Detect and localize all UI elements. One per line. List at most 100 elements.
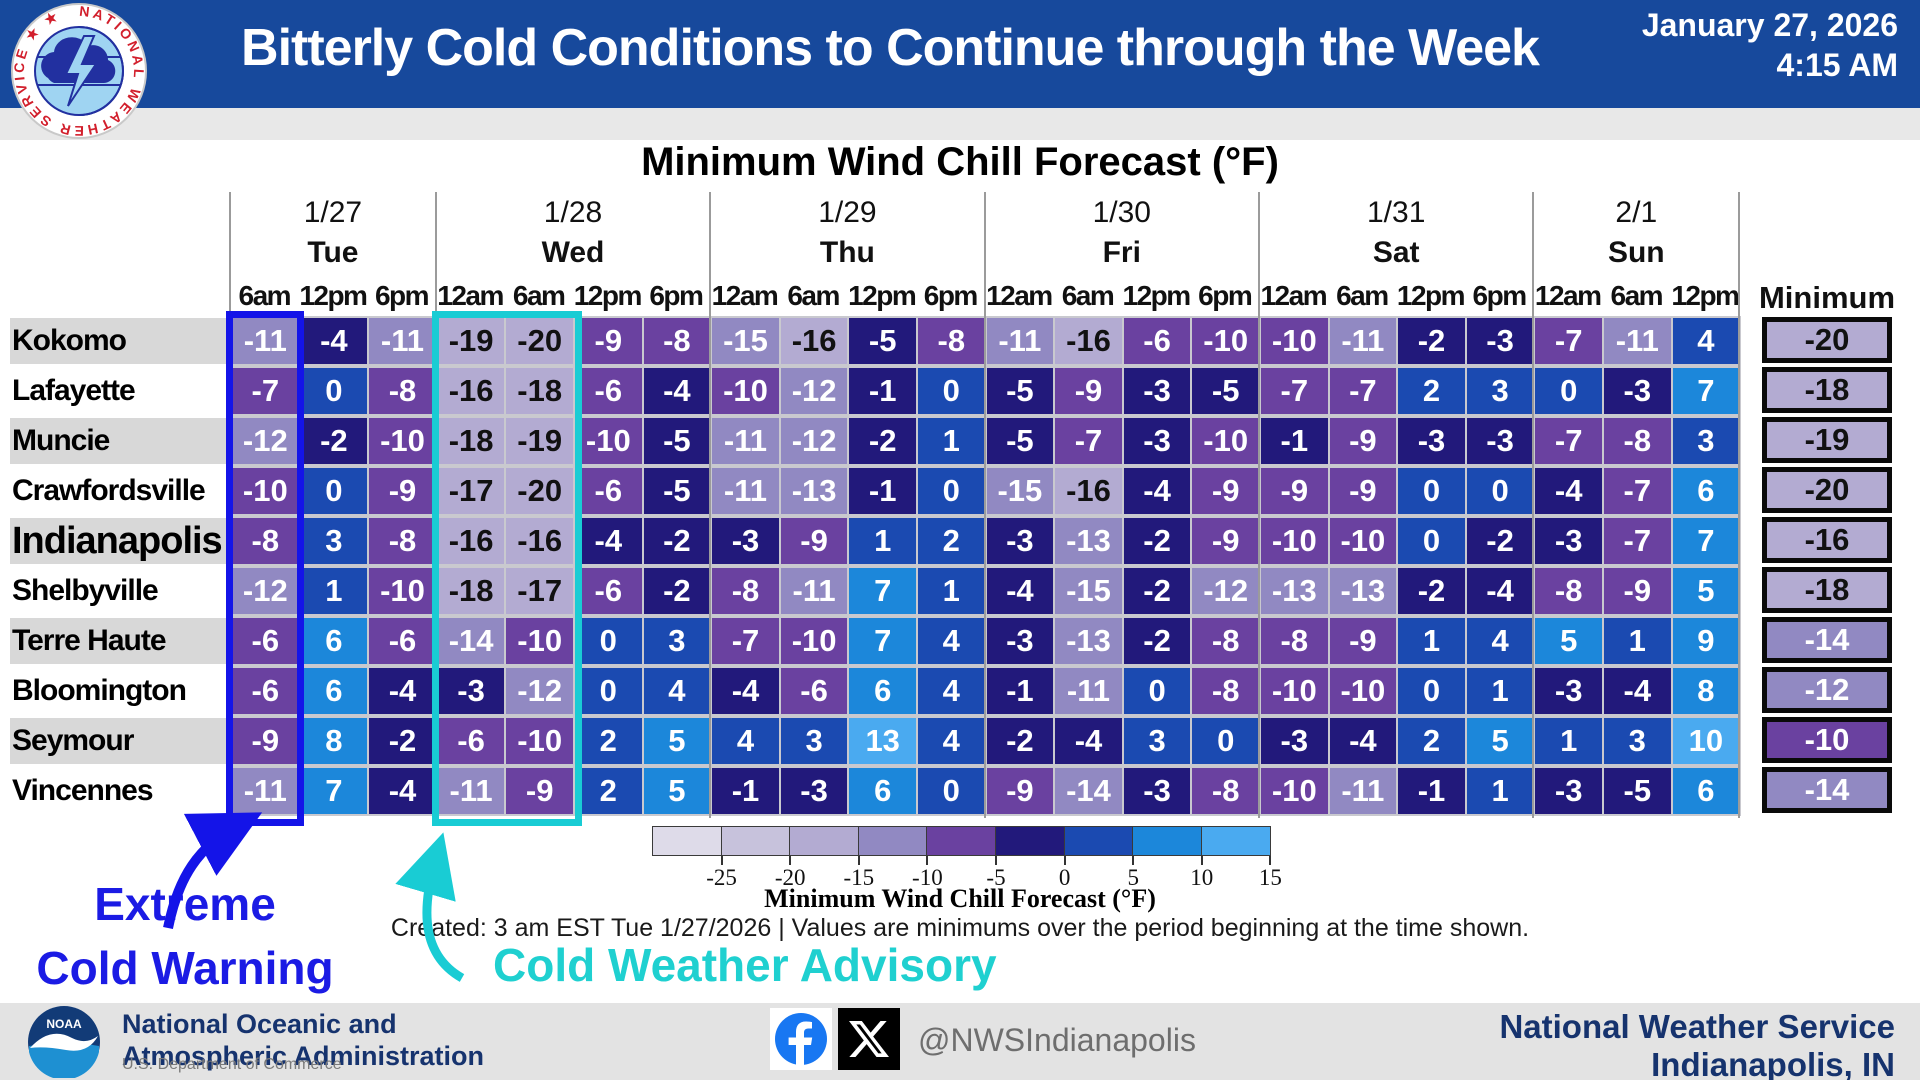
wind-chill-cell: 1 [847, 516, 918, 566]
wind-chill-cell: 3 [778, 716, 850, 766]
wind-chill-cell: 4 [916, 616, 987, 666]
city-label: Indianapolis [12, 519, 223, 562]
wind-chill-cell: -10 [504, 616, 575, 666]
wind-chill-cell: -10 [1190, 416, 1261, 466]
wind-chill-cell: 0 [1396, 666, 1467, 716]
wind-chill-cell: -10 [1327, 666, 1399, 716]
wind-chill-cell: 10 [1670, 716, 1742, 766]
wind-chill-cell: -1 [1259, 416, 1330, 466]
wind-chill-cell: -19 [504, 416, 575, 466]
wind-chill-cell: -3 [1464, 416, 1536, 466]
wind-chill-cell: -3 [1533, 666, 1604, 716]
wind-chill-cell: 1 [916, 416, 987, 466]
wind-chill-cell: -2 [641, 516, 713, 566]
wind-chill-cell: 5 [1670, 566, 1742, 616]
column-day-label: Tue [307, 236, 359, 269]
page-title: Bitterly Cold Conditions to Continue thr… [241, 19, 1540, 77]
wind-chill-cell: 7 [298, 766, 370, 816]
legend-tick-label: -15 [843, 865, 875, 890]
wind-chill-cell: 0 [916, 466, 987, 516]
wind-chill-cell: 6 [1670, 766, 1742, 816]
minimum-cell: -14 [1762, 617, 1892, 663]
column-time-label: 6am [238, 280, 292, 311]
minimum-cell: -18 [1762, 367, 1892, 413]
wind-chill-cell: -4 [1602, 666, 1673, 716]
wind-chill-cell: -5 [641, 466, 713, 516]
wind-chill-cell: -3 [984, 516, 1056, 566]
day-separator-line [1258, 192, 1260, 818]
wind-chill-cell: -4 [298, 316, 370, 366]
city-row-stripe [10, 518, 227, 564]
wind-chill-cell: -3 [1396, 416, 1467, 466]
legend-tick-label: -10 [912, 865, 943, 890]
wind-chill-cell: 4 [1670, 316, 1742, 366]
wind-chill-cell: -2 [1121, 516, 1193, 566]
wind-chill-cell: -11 [710, 466, 781, 516]
city-label: Seymour [12, 724, 134, 757]
city-label: Terre Haute [12, 624, 167, 657]
header-date: January 27, 2026 [1641, 7, 1898, 43]
wind-chill-cell: -8 [1533, 566, 1604, 616]
column-time-label: 6am [512, 280, 566, 311]
wind-chill-cell: -5 [1602, 766, 1673, 816]
noaa-logo-icon: NOAA [28, 1006, 100, 1080]
legend-tick [1269, 856, 1272, 865]
wind-chill-cell: 7 [847, 566, 918, 616]
column-date-label: 1/29 [818, 196, 877, 229]
wind-chill-cell: -4 [710, 666, 781, 716]
minimum-cell: -12 [1762, 667, 1892, 713]
legend-title: Minimum Wind Chill Forecast (°F) [764, 884, 1156, 913]
wind-chill-cell: 7 [1670, 516, 1742, 566]
city-row-stripe [10, 568, 227, 614]
wind-chill-cell: -9 [1053, 366, 1124, 416]
wind-chill-cell: 6 [847, 766, 918, 816]
extreme-cold-warning-line1: Extreme [94, 878, 276, 930]
wind-chill-cell: -3 [1533, 516, 1604, 566]
header-divider-strip [0, 108, 1920, 140]
wind-chill-cell: 4 [641, 666, 713, 716]
wind-chill-cell: -9 [1190, 516, 1261, 566]
wind-chill-cell: -4 [367, 666, 438, 716]
column-time-label: 6pm [923, 280, 979, 311]
city-row-stripe [10, 468, 227, 514]
column-day-label: Wed [541, 236, 605, 269]
minimum-cell: -20 [1762, 467, 1892, 513]
wind-chill-cell: 6 [847, 666, 918, 716]
wind-chill-cell: -2 [1121, 566, 1193, 616]
wind-chill-cell: -5 [847, 316, 918, 366]
wind-chill-cell: -9 [1327, 466, 1399, 516]
wind-chill-cell: 1 [298, 566, 370, 616]
wind-chill-cell: -20 [504, 466, 575, 516]
column-time-label: 12am [711, 280, 779, 311]
wind-chill-cell: -9 [367, 466, 438, 516]
wind-chill-cell: -16 [1053, 316, 1124, 366]
wind-chill-cell: -13 [778, 466, 850, 516]
footer-bar [0, 1003, 1920, 1080]
legend-tick [720, 856, 723, 865]
legend-tick-label: -20 [774, 865, 806, 890]
wind-chill-cell: -8 [916, 316, 987, 366]
legend-color-block [652, 826, 723, 856]
wind-chill-cell: -3 [1121, 416, 1193, 466]
wind-chill-cell: -16 [1053, 466, 1124, 516]
city-row-stripe [10, 368, 227, 414]
wind-chill-cell: -9 [778, 516, 850, 566]
wind-chill-cell: 5 [1464, 716, 1536, 766]
wind-chill-cell: 0 [916, 766, 987, 816]
city-row-stripe [10, 668, 227, 714]
wind-chill-cell: -13 [1053, 516, 1124, 566]
created-caption: Created: 3 am EST Tue 1/27/2026 | Values… [390, 914, 1530, 942]
wind-chill-cell: -6 [573, 466, 644, 516]
column-time-label: 6am [1336, 280, 1389, 311]
minimum-cell: -10 [1762, 717, 1892, 763]
wind-chill-cell: -11 [778, 566, 850, 616]
wind-chill-cell: -3 [778, 766, 850, 816]
column-day-label: Thu [819, 236, 875, 269]
column-time-label: 12pm [1671, 280, 1740, 311]
wind-chill-cell: -8 [367, 366, 438, 416]
legend-color-block [1200, 826, 1272, 856]
wind-chill-cell: 3 [1670, 416, 1742, 466]
legend-tick [789, 856, 792, 865]
wind-chill-cell: -10 [1327, 516, 1399, 566]
